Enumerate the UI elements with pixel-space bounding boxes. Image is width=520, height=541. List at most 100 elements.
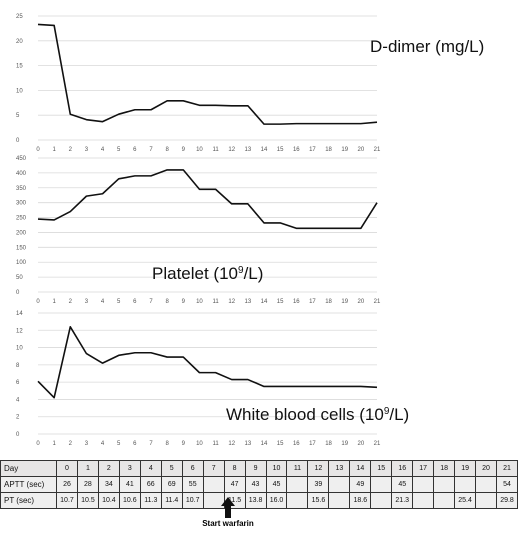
- title-end: /L): [389, 405, 409, 424]
- table-cell: 10: [265, 460, 288, 477]
- platelet-x-tick-label: 1: [52, 299, 56, 305]
- d-dimer-x-tick-label: 5: [117, 147, 121, 153]
- d-dimer-y-tick-label: 15: [16, 64, 23, 70]
- d-dimer-chart-title: D-dimer (mg/L): [370, 37, 484, 56]
- platelet-y-tick-label: 450: [16, 156, 27, 162]
- title-superscript: 9: [238, 265, 244, 276]
- title-superscript: 9: [384, 406, 390, 417]
- row-header: PT (sec): [0, 492, 57, 509]
- table-cell: [202, 476, 225, 493]
- table-cell: 49: [349, 476, 372, 493]
- table-cell: 16: [391, 460, 414, 477]
- arrow-stem: [225, 506, 231, 518]
- wbc-x-tick-label: 10: [196, 441, 203, 447]
- wbc-y-tick-label: 4: [16, 397, 20, 403]
- platelet-x-tick-label: 12: [228, 299, 235, 305]
- d-dimer-x-tick-label: 15: [277, 147, 284, 153]
- wbc-x-tick-label: 9: [182, 441, 186, 447]
- table-cell: [370, 476, 393, 493]
- title-end: /L): [244, 264, 264, 283]
- d-dimer-x-tick-label: 16: [293, 147, 300, 153]
- table-cell: [328, 492, 351, 509]
- table-cell: 18: [433, 460, 456, 477]
- table-cell: 41: [118, 476, 141, 493]
- row-header: APTT (sec): [0, 476, 57, 493]
- wbc-x-tick-label: 2: [69, 441, 73, 447]
- platelet-x-tick-label: 17: [309, 299, 316, 305]
- table-cell: 13.8: [244, 492, 267, 509]
- d-dimer-x-tick-label: 0: [36, 147, 40, 153]
- table-cell: [433, 492, 456, 509]
- platelet-x-tick-label: 2: [69, 299, 73, 305]
- d-dimer-x-tick-label: 12: [228, 147, 235, 153]
- d-dimer-x-tick-label: 14: [261, 147, 268, 153]
- d-dimer-x-tick-label: 6: [133, 147, 137, 153]
- table-cell: [328, 476, 351, 493]
- wbc-x-tick-label: 15: [277, 441, 284, 447]
- wbc-y-tick-label: 8: [16, 363, 20, 369]
- title-main: White blood cells (10: [226, 405, 384, 424]
- platelet-x-tick-label: 0: [36, 299, 40, 305]
- d-dimer-x-tick-label: 7: [149, 147, 153, 153]
- table-cell: 55: [181, 476, 204, 493]
- table-cell: 54: [496, 476, 518, 493]
- d-dimer-y-tick-label: 10: [16, 88, 23, 94]
- table-cell: [412, 492, 435, 509]
- table-cell: 6: [181, 460, 204, 477]
- table-cell: 13: [328, 460, 351, 477]
- platelet-x-tick-label: 7: [149, 299, 153, 305]
- wbc-x-tick-label: 0: [36, 441, 40, 447]
- table-cell: 17: [412, 460, 435, 477]
- table-cell: [475, 492, 498, 509]
- wbc-x-tick-label: 11: [212, 441, 219, 447]
- table-cell: 7: [202, 460, 225, 477]
- table-cell: 10.7: [181, 492, 204, 509]
- wbc-y-tick-label: 14: [16, 311, 23, 317]
- table-cell: 69: [160, 476, 183, 493]
- wbc-series-line: [37, 326, 378, 399]
- wbc-x-tick-label: 3: [85, 441, 89, 447]
- start-warfarin-annotation: Start warfarin: [188, 497, 268, 528]
- platelet-y-tick-label: 100: [16, 260, 27, 266]
- d-dimer-y-tick-label: 5: [16, 113, 20, 119]
- table-cell: 66: [139, 476, 162, 493]
- platelet-chart-title: Platelet (109/L): [152, 264, 263, 283]
- wbc-chart-title: White blood cells (109/L): [226, 405, 409, 424]
- table-cell: 4: [139, 460, 162, 477]
- d-dimer-x-tick-label: 2: [69, 147, 73, 153]
- platelet-x-tick-label: 21: [374, 299, 381, 305]
- table-cell: [433, 476, 456, 493]
- wbc-x-tick-label: 1: [52, 441, 56, 447]
- table-cell: 34: [97, 476, 120, 493]
- d-dimer-x-tick-label: 17: [309, 147, 316, 153]
- table-cell: 1: [76, 460, 99, 477]
- table-cell: 10.5: [76, 492, 99, 509]
- wbc-x-tick-label: 19: [341, 441, 348, 447]
- wbc-x-tick-label: 18: [325, 441, 332, 447]
- platelet-x-tick-label: 15: [277, 299, 284, 305]
- platelet-x-tick-label: 16: [293, 299, 300, 305]
- wbc-x-tick-label: 17: [309, 441, 316, 447]
- platelet-y-tick-label: 50: [16, 275, 23, 281]
- table-cell: 21.3: [391, 492, 414, 509]
- wbc-x-tick-label: 13: [245, 441, 252, 447]
- d-dimer-x-tick-label: 1: [52, 147, 56, 153]
- wbc-x-tick-label: 16: [293, 441, 300, 447]
- platelet-x-tick-label: 18: [325, 299, 332, 305]
- title-main: Platelet (10: [152, 264, 238, 283]
- table-cell: 45: [265, 476, 288, 493]
- platelet-x-tick-label: 19: [341, 299, 348, 305]
- table-cell: 18.6: [349, 492, 372, 509]
- table-cell: [286, 492, 309, 509]
- d-dimer-x-tick-label: 19: [341, 147, 348, 153]
- table-cell: [370, 492, 393, 509]
- table-cell: 10.4: [97, 492, 120, 509]
- table-cell: [475, 476, 498, 493]
- table-cell: 43: [244, 476, 267, 493]
- platelet-x-tick-label: 3: [85, 299, 89, 305]
- d-dimer-series-line: [37, 23, 378, 125]
- table-cell: 11.4: [160, 492, 183, 509]
